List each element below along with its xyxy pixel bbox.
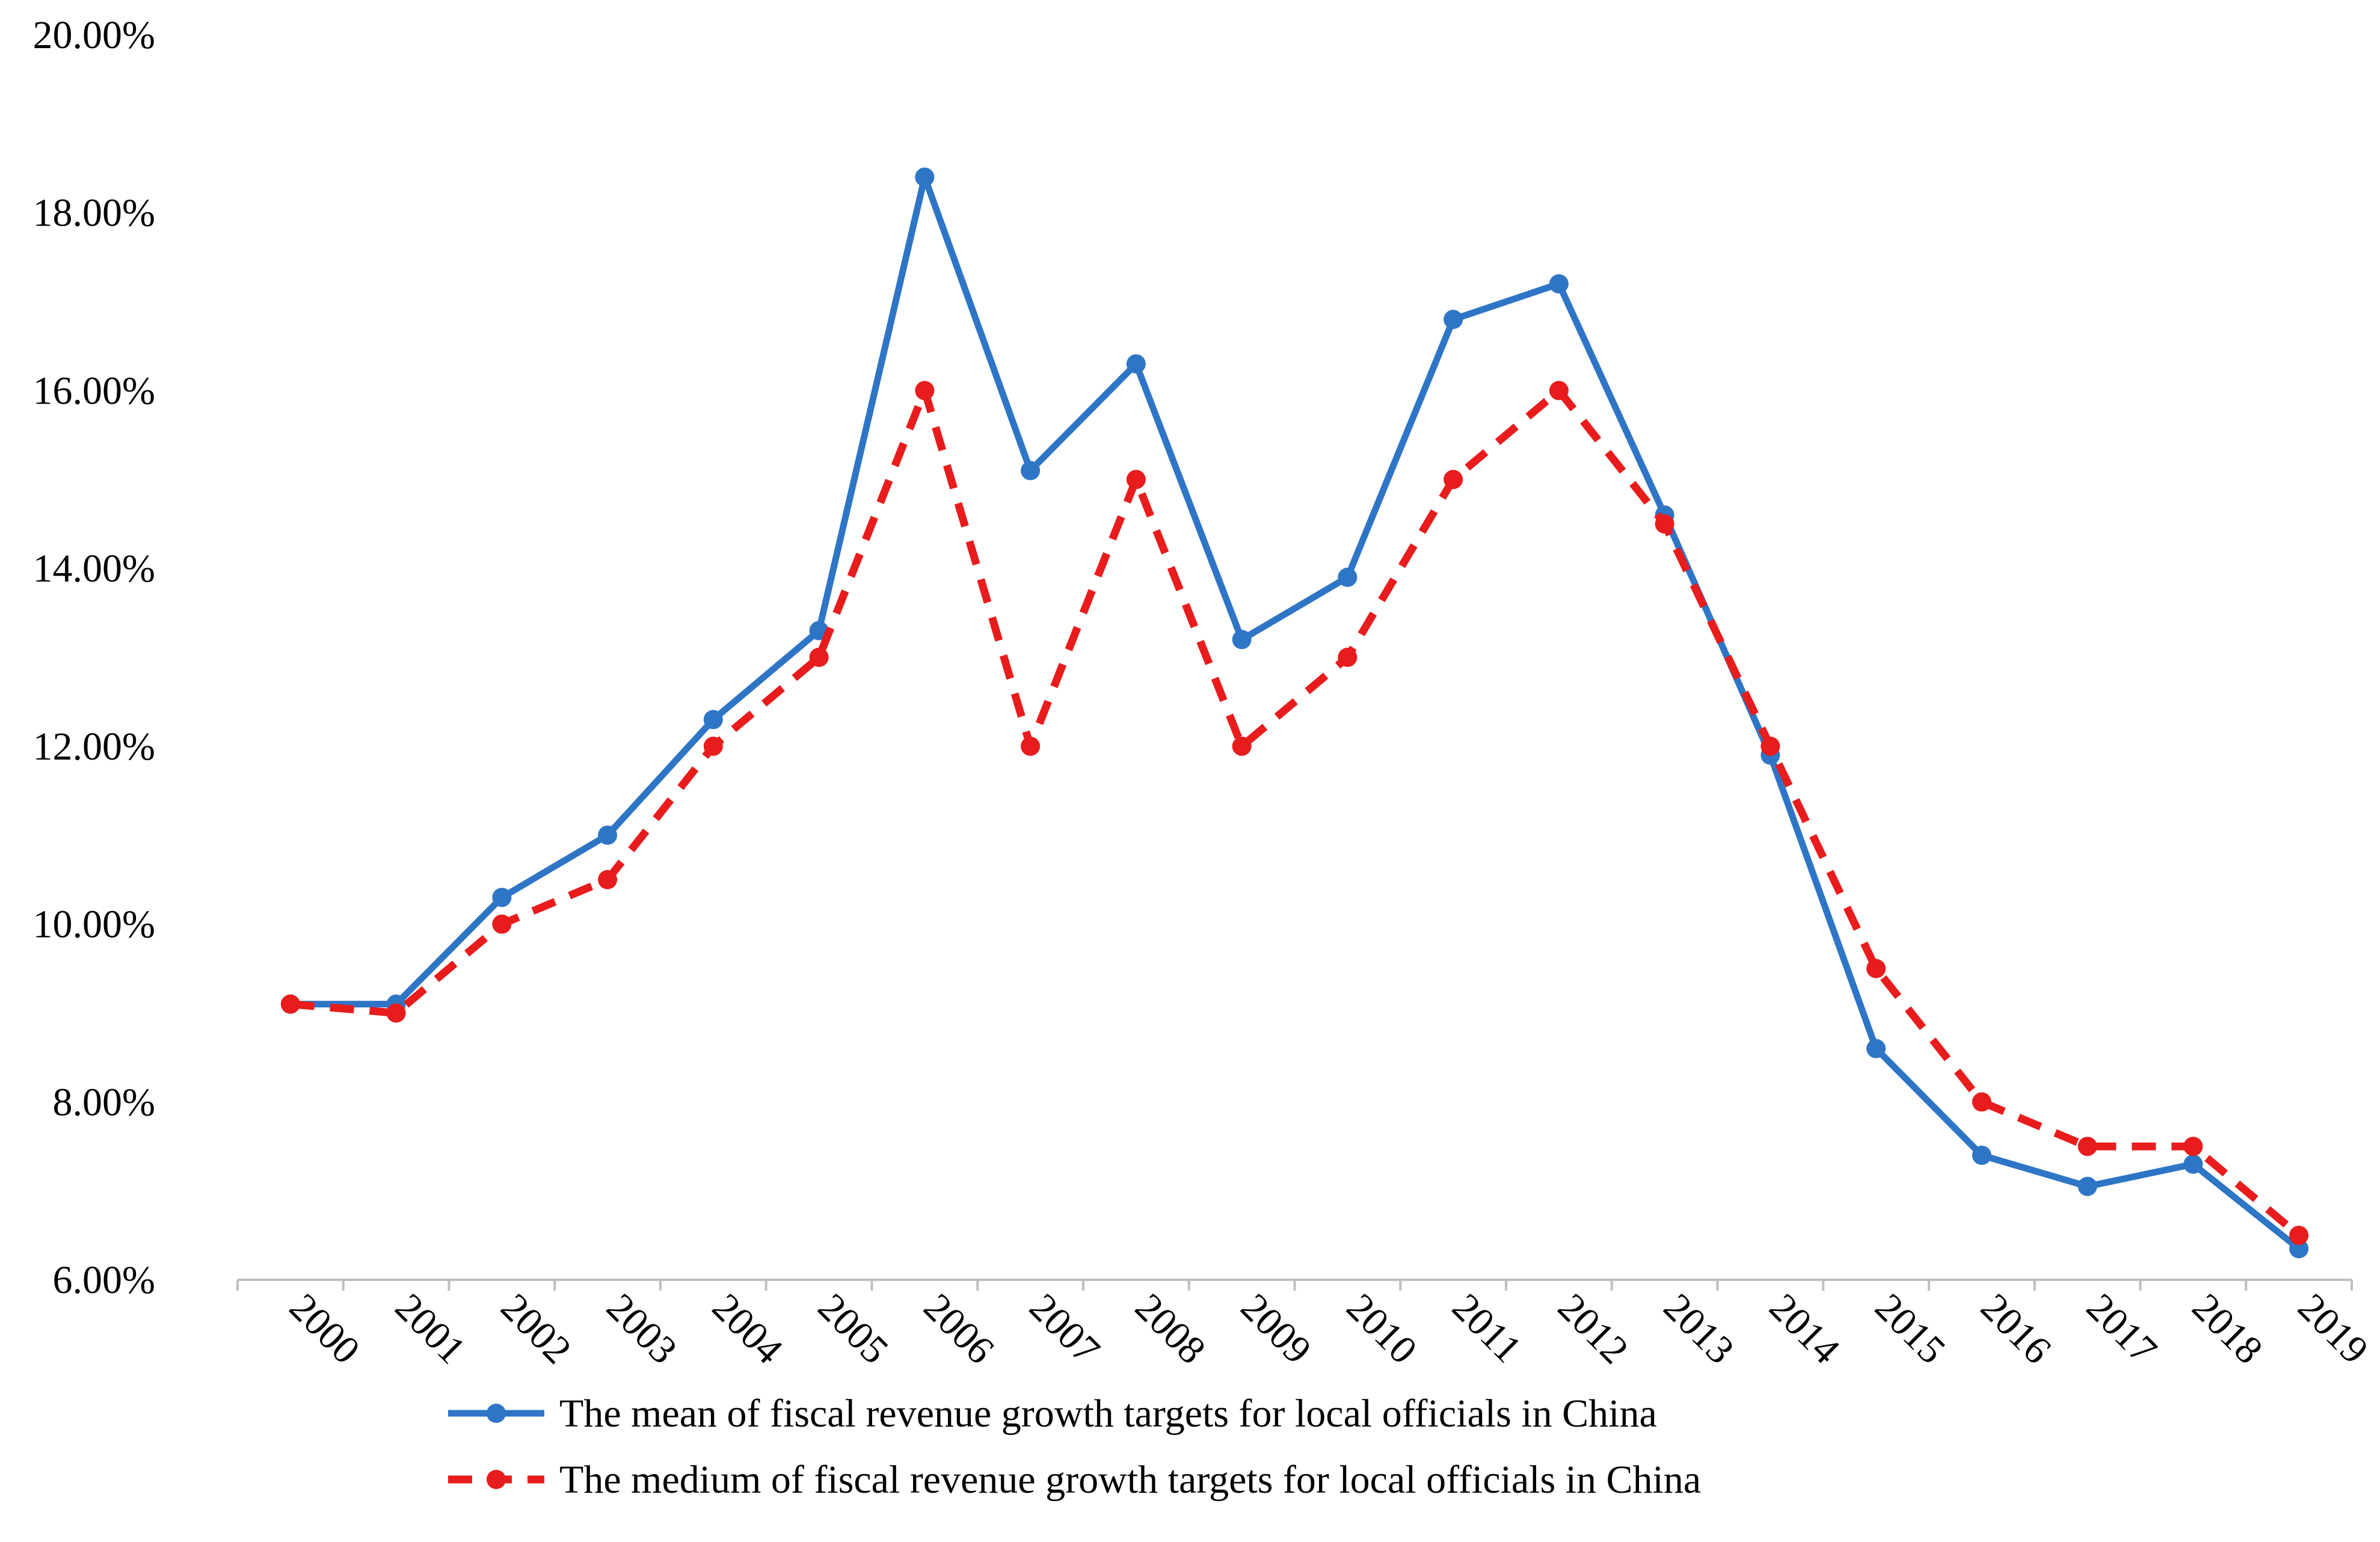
- x-tick-label: 2007: [1021, 1285, 1109, 1372]
- legend-marker: [487, 1470, 506, 1489]
- x-tick-label: 2014: [1761, 1285, 1848, 1372]
- data-point: [1760, 736, 1780, 756]
- series-line: [290, 386, 2302, 1239]
- y-tick-label: 18.00%: [33, 191, 155, 235]
- x-tick-label: 2001: [387, 1285, 474, 1372]
- data-point: [1338, 567, 1358, 587]
- data-point: [280, 994, 300, 1014]
- x-tick-label: 2002: [493, 1285, 580, 1372]
- x-tick-label: 2011: [1444, 1285, 1530, 1371]
- data-point: [2289, 1226, 2309, 1246]
- data-point: [492, 914, 512, 934]
- x-tick-label: 2018: [2184, 1285, 2271, 1372]
- data-point: [703, 736, 723, 756]
- legend-item: The mean of fiscal revenue growth target…: [448, 1392, 1657, 1436]
- x-tick-label: 2013: [1655, 1285, 1742, 1372]
- data-point: [386, 1003, 406, 1023]
- data-point: [1972, 1092, 1991, 1112]
- data-point: [1444, 470, 1463, 490]
- x-tick-label: 2010: [1338, 1285, 1425, 1372]
- series-median: [280, 381, 2309, 1246]
- y-tick-label: 16.00%: [33, 369, 155, 413]
- data-point: [915, 167, 935, 187]
- data-point: [598, 870, 618, 889]
- x-tick-label: 2008: [1127, 1285, 1214, 1372]
- y-tick-label: 12.00%: [33, 725, 155, 769]
- data-point: [1549, 381, 1569, 401]
- y-tick-label: 6.00%: [53, 1258, 155, 1302]
- x-tick-label: 2000: [281, 1285, 368, 1372]
- legend-label: The mean of fiscal revenue growth target…: [559, 1392, 1657, 1436]
- series-layer: [280, 167, 2309, 1259]
- data-point: [2077, 1137, 2097, 1156]
- x-tick-label: 2015: [1867, 1285, 1954, 1372]
- x-tick-label: 2012: [1549, 1285, 1637, 1372]
- y-tick-label: 20.00%: [33, 13, 155, 57]
- x-axis: 2000 2001 2002 2003 2004 2005 2006 2007 2008 2009…: [236, 1279, 2377, 1372]
- data-point: [2183, 1137, 2203, 1156]
- y-tick-label: 10.00%: [33, 903, 155, 947]
- y-tick-label: 14.00%: [33, 547, 155, 591]
- data-point: [1021, 461, 1041, 481]
- x-tick-label: 2004: [704, 1285, 791, 1372]
- data-point: [915, 381, 935, 401]
- data-point: [598, 825, 618, 845]
- x-tick-label: 2017: [2078, 1285, 2165, 1372]
- legend-item: The medium of fiscal revenue growth targ…: [448, 1458, 1701, 1502]
- x-tick-label: 2019: [2290, 1285, 2377, 1372]
- data-point: [1866, 1039, 1886, 1058]
- data-point: [1972, 1146, 1991, 1165]
- x-tick-label: 2006: [915, 1285, 1003, 1372]
- legend-label: The medium of fiscal revenue growth targ…: [559, 1458, 1701, 1502]
- data-point: [2077, 1176, 2097, 1196]
- data-point: [2183, 1154, 2203, 1174]
- data-point: [1232, 736, 1252, 756]
- legend: The mean of fiscal revenue growth target…: [448, 1392, 1701, 1502]
- x-tick-label: 2003: [598, 1285, 686, 1372]
- data-point: [1126, 354, 1146, 374]
- x-tick-label: 2009: [1232, 1285, 1320, 1372]
- x-tick-label: 2005: [810, 1285, 897, 1372]
- data-point: [1866, 959, 1886, 978]
- x-tick-label: 2016: [1972, 1285, 2059, 1372]
- data-point: [492, 888, 512, 908]
- data-point: [1126, 470, 1146, 490]
- y-axis: 6.00% 8.00% 10.00% 12.00% 14.00% 16.00% 18.00%…: [33, 13, 155, 1302]
- y-tick-label: 8.00%: [53, 1080, 155, 1124]
- data-point: [2289, 1239, 2309, 1259]
- series-mean: [280, 167, 2309, 1259]
- data-point: [1232, 630, 1252, 650]
- data-point: [1338, 648, 1358, 667]
- data-point: [1021, 736, 1041, 756]
- data-point: [703, 710, 723, 730]
- data-point: [1444, 310, 1463, 330]
- data-point: [1549, 274, 1569, 293]
- data-point: [1655, 514, 1674, 534]
- legend-marker: [487, 1404, 506, 1423]
- series-line: [290, 174, 2301, 1252]
- data-point: [809, 648, 829, 667]
